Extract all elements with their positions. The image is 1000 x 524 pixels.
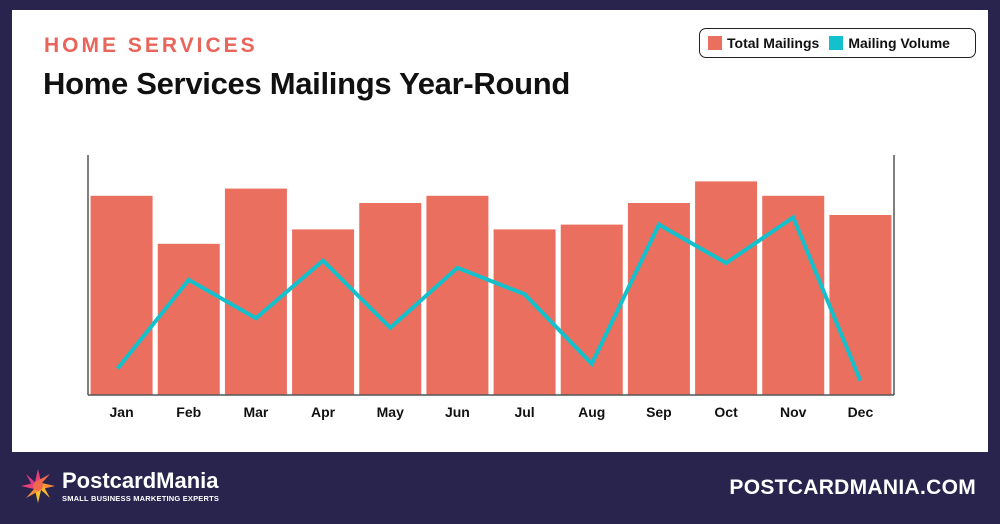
website-link[interactable]: POSTCARDMANIA.COM (729, 476, 976, 499)
x-tick-label: Sep (646, 404, 672, 420)
x-tick-label: Nov (780, 404, 807, 420)
legend-swatch-bar (708, 36, 722, 50)
x-tick-label: Aug (578, 404, 605, 420)
chart-kicker: HOME SERVICES (44, 34, 258, 57)
x-tick-label: Feb (176, 404, 201, 420)
x-tick-label: Jul (514, 404, 534, 420)
bar-dec (829, 215, 892, 395)
brand-tagline: SMALL BUSINESS MARKETING EXPERTS (62, 493, 220, 503)
x-tick-label: Jun (445, 404, 470, 420)
legend-swatch-line (829, 36, 844, 50)
bar-apr (292, 229, 355, 395)
legend: Total Mailings Mailing Volume (699, 28, 976, 58)
flower-logo-icon (21, 469, 55, 503)
postcardmania-logo: PostcardMania SMALL BUSINESS MARKETING E… (20, 468, 219, 504)
bar-sep (627, 203, 690, 395)
brand-name: PostcardMania (62, 467, 219, 493)
x-tick-label: Dec (848, 404, 874, 420)
chart-title: Home Services Mailings Year-Round (43, 66, 571, 101)
x-tick-label: Apr (311, 404, 336, 420)
bar-oct (695, 181, 758, 395)
bar-jun (426, 195, 489, 395)
bar-may (359, 203, 422, 395)
x-tick-label: May (377, 404, 404, 420)
x-tick-label: Jan (110, 404, 134, 420)
x-tick-label: Oct (714, 404, 738, 420)
bar-nov (762, 195, 825, 395)
mailing-volume-line (116, 214, 863, 382)
bar-aug (560, 224, 623, 395)
bar-mar (224, 188, 287, 395)
legend-item-mailing-volume: Mailing Volume (829, 35, 950, 51)
bar-feb (157, 243, 220, 395)
legend-item-total-mailings: Total Mailings (708, 35, 819, 51)
bar-jul (493, 229, 556, 395)
x-tick-label: Mar (243, 404, 268, 420)
legend-label: Total Mailings (727, 35, 820, 51)
legend-label: Mailing Volume (848, 35, 950, 51)
